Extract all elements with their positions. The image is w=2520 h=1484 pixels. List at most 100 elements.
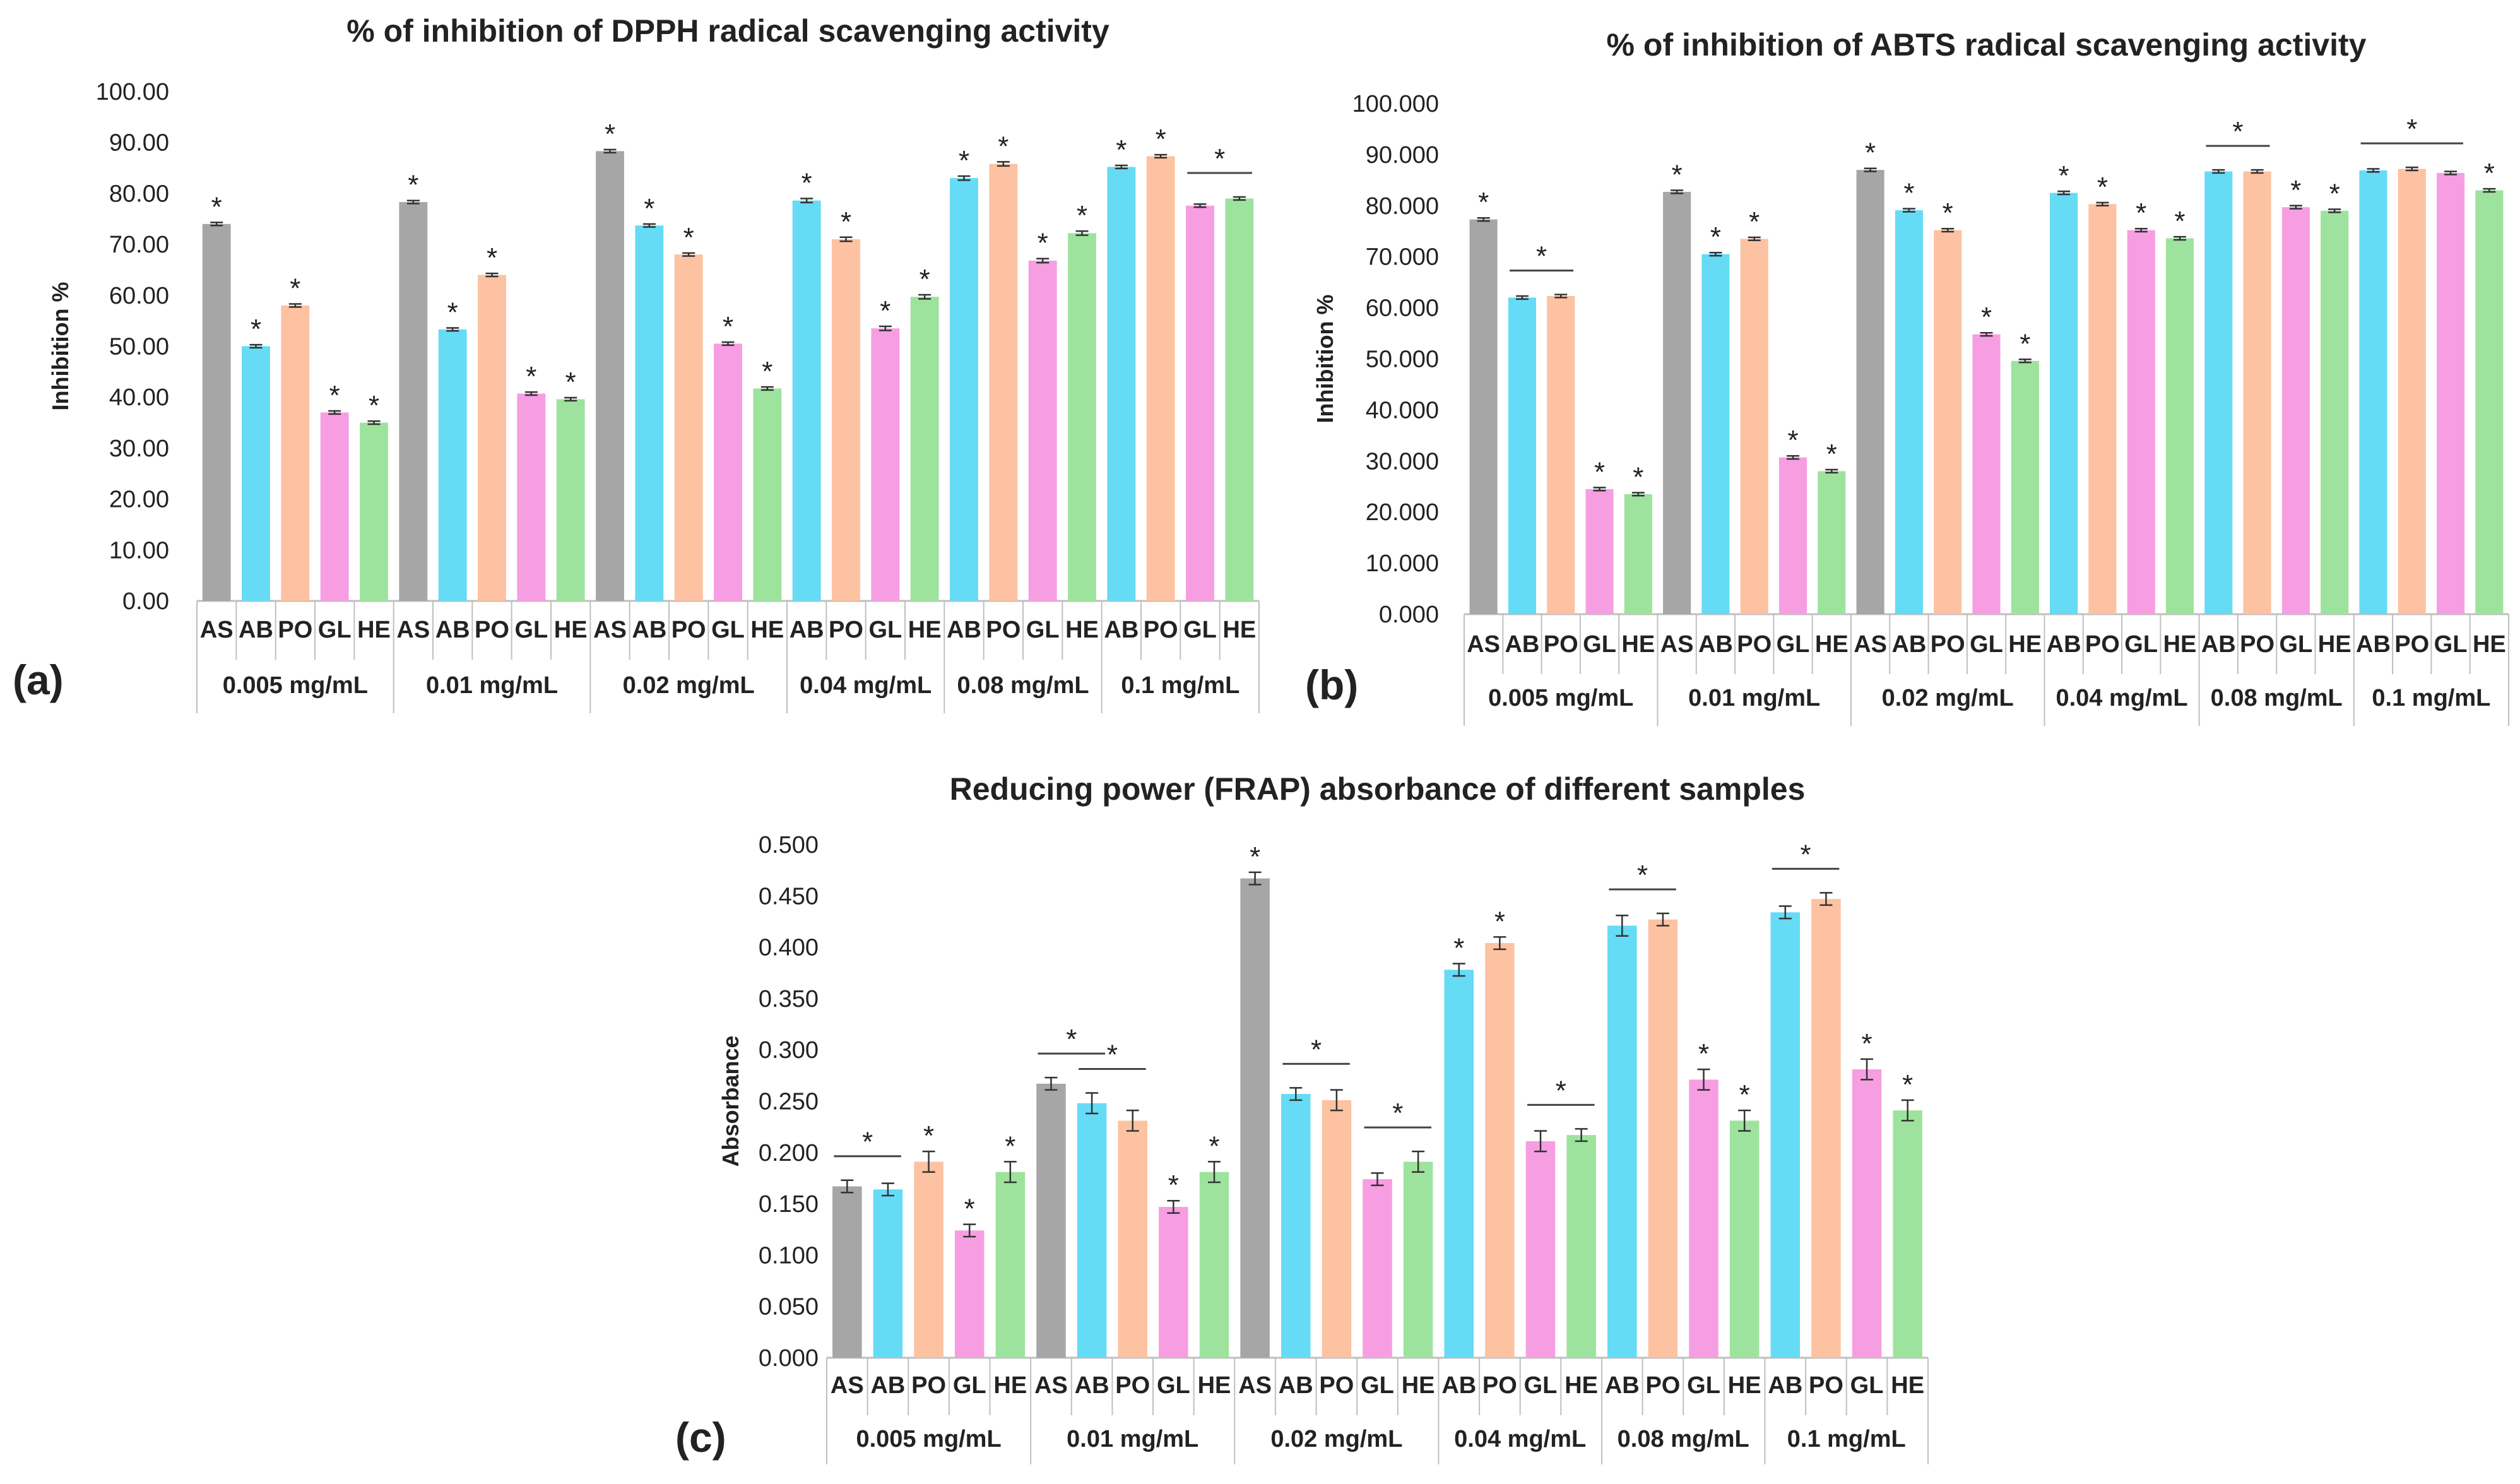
abts-group-label: 0.02 mg/mL: [1882, 685, 2014, 711]
dpph-category-label: GL: [711, 617, 745, 643]
frap-significance-star: *: [1250, 841, 1260, 872]
abts-group-label: 0.005 mg/mL: [1488, 685, 1633, 711]
frap-category-label: GL: [953, 1372, 986, 1399]
dpph-category-label: AB: [947, 617, 981, 643]
abts-bar-po: [1934, 230, 1962, 615]
dpph-significance-star: *: [1156, 124, 1166, 155]
dpph-significance-star: *: [683, 222, 694, 253]
abts-bar-as: [1469, 219, 1498, 614]
dpph-significance-star: *: [369, 390, 379, 421]
frap-category-label: GL: [1361, 1372, 1394, 1399]
frap-significance-star: *: [923, 1120, 934, 1151]
frap-category-label: PO: [1645, 1372, 1680, 1399]
frap-group-label: 0.005 mg/mL: [856, 1426, 1001, 1452]
dpph-category-label: PO: [1144, 617, 1178, 643]
chart-frap: Reducing power (FRAP) absorbance of diff…: [675, 771, 1929, 1464]
dpph-significance-star: *: [920, 264, 930, 295]
dpph-bar-he: [753, 388, 782, 601]
abts-bar-ab: [2359, 170, 2387, 614]
abts-significance-star: *: [1478, 187, 1489, 218]
abts-bar-gl: [2436, 173, 2465, 614]
abts-group-label: 0.1 mg/mL: [2372, 685, 2490, 711]
dpph-significance-star: *: [802, 167, 812, 198]
frap-category-label: HE: [1565, 1372, 1598, 1399]
abts-bar-ab: [2050, 193, 2078, 614]
frap-bar-gl: [1363, 1179, 1392, 1358]
abts-category-label: AB: [1698, 631, 1733, 658]
dpph-group-label: 0.04 mg/mL: [800, 672, 932, 699]
dpph-y-tick-label: 100.00: [96, 79, 169, 105]
dpph-group-label: 0.01 mg/mL: [426, 672, 558, 699]
frap-bracket-star: *: [1311, 1034, 1322, 1065]
frap-y-tick-label: 0.300: [759, 1037, 819, 1064]
abts-y-tick-label: 80.000: [1366, 193, 1439, 220]
dpph-bar-gl: [320, 412, 349, 601]
frap-y-tick-label: 0.100: [759, 1242, 819, 1269]
dpph-category-label: HE: [1065, 617, 1099, 643]
dpph-bar-ab: [635, 225, 664, 602]
frap-bracket-star: *: [1801, 839, 1811, 870]
frap-bar-ab: [1444, 970, 1474, 1358]
abts-category-label: AB: [1505, 631, 1539, 658]
dpph-category-label: HE: [554, 617, 588, 643]
frap-panel-label: (c): [675, 1414, 726, 1461]
abts-y-tick-label: 50.000: [1366, 347, 1439, 373]
frap-category-label: GL: [1524, 1372, 1558, 1399]
abts-bar-gl: [1778, 457, 1807, 614]
dpph-bar-ab: [792, 200, 821, 601]
abts-bar-he: [2165, 238, 2194, 614]
frap-category-label: HE: [1198, 1372, 1231, 1399]
dpph-category-label: AB: [1104, 617, 1139, 643]
abts-significance-star: *: [1710, 222, 1721, 252]
frap-bar-po: [1118, 1120, 1147, 1358]
frap-category-label: PO: [911, 1372, 946, 1399]
frap-category-label: HE: [1728, 1372, 1761, 1399]
abts-y-axis-label: Inhibition %: [1312, 295, 1338, 424]
dpph-significance-star: *: [408, 170, 418, 201]
dpph-group-label: 0.005 mg/mL: [223, 672, 368, 699]
frap-bar-ab: [1607, 925, 1637, 1358]
dpph-bar-he: [556, 399, 585, 601]
abts-y-tick-label: 20.000: [1366, 499, 1439, 526]
abts-significance-star: *: [2174, 206, 2185, 237]
abts-bar-po: [2088, 204, 2117, 614]
frap-bar-ab: [1770, 912, 1801, 1358]
frap-bar-as: [832, 1186, 862, 1358]
frap-title: Reducing power (FRAP) absorbance of diff…: [950, 771, 1806, 807]
frap-y-tick-label: 0.200: [759, 1140, 819, 1166]
dpph-bar-as: [202, 223, 231, 601]
dpph-category-label: GL: [514, 617, 548, 643]
dpph-category-label: GL: [1026, 617, 1060, 643]
dpph-bracket-star: *: [1214, 143, 1225, 174]
abts-group-label: 0.01 mg/mL: [1688, 685, 1820, 711]
dpph-significance-star: *: [959, 145, 969, 176]
dpph-bar-po: [832, 239, 860, 601]
abts-significance-star: *: [1672, 160, 1683, 191]
dpph-category-label: HE: [1222, 617, 1256, 643]
abts-significance-star: *: [2329, 178, 2340, 209]
abts-category-label: PO: [1544, 631, 1578, 658]
abts-category-label: PO: [2394, 631, 2429, 658]
frap-bracket-star: *: [862, 1127, 873, 1158]
frap-category-label: HE: [1891, 1372, 1924, 1399]
dpph-bar-po: [478, 275, 506, 601]
abts-significance-star: *: [1594, 456, 1605, 487]
dpph-y-tick-label: 40.00: [109, 384, 169, 411]
frap-y-tick-label: 0.450: [759, 883, 819, 910]
abts-category-label: HE: [2163, 631, 2197, 658]
abts-bar-gl: [2127, 230, 2155, 615]
dpph-bar-he: [910, 297, 939, 601]
frap-y-tick-label: 0.150: [759, 1191, 819, 1218]
frap-category-label: PO: [1809, 1372, 1843, 1399]
dpph-significance-star: *: [526, 361, 536, 392]
abts-category-label: GL: [2124, 631, 2158, 658]
abts-significance-star: *: [2136, 198, 2146, 229]
dpph-significance-star: *: [644, 193, 654, 224]
dpph-category-label: PO: [671, 617, 706, 643]
abts-y-tick-label: 60.000: [1366, 295, 1439, 322]
abts-significance-star: *: [2290, 175, 2301, 206]
dpph-significance-star: *: [841, 206, 851, 237]
frap-significance-star: *: [1739, 1079, 1750, 1110]
abts-category-label: GL: [1583, 631, 1616, 658]
